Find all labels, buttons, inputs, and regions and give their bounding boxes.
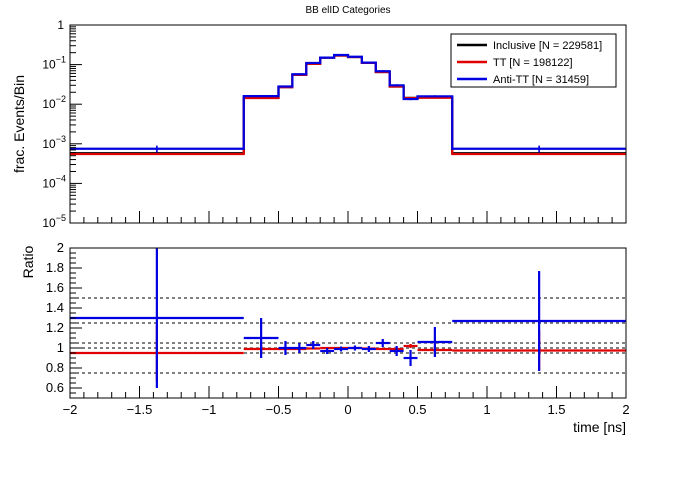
ratio-x-tick-label: 2 bbox=[622, 402, 629, 417]
ratio-x-tick-label: 1.5 bbox=[547, 402, 565, 417]
ratio-x-tick-label: 0.5 bbox=[408, 402, 426, 417]
ratio-x-axis-label: time [ns] bbox=[573, 419, 626, 435]
top-y-tick-label: 1 bbox=[57, 18, 64, 32]
ratio-x-tick-label: −2 bbox=[63, 402, 78, 417]
chart-title: BB elID Categories bbox=[305, 5, 390, 16]
top-histogram-marks bbox=[70, 53, 626, 156]
ratio-y-tick-label: 2 bbox=[57, 240, 64, 255]
legend-label-inclusive: Inclusive [N = 229581] bbox=[493, 40, 602, 52]
ratio-y-tick-label: 1.2 bbox=[46, 320, 64, 335]
ratio-y-tick-label: 1.8 bbox=[46, 260, 64, 275]
ratio-reference-lines bbox=[70, 297, 626, 374]
top-y-tick-label: 10−3 bbox=[42, 134, 66, 151]
ratio-y-tick-label: 0.8 bbox=[46, 360, 64, 375]
top-y-tick-label: 10−4 bbox=[42, 173, 66, 190]
top-y-tick-label: 10−2 bbox=[42, 94, 66, 111]
top-y-axis-label: frac. Events/Bin bbox=[11, 75, 27, 173]
legend-label-antitt: Anti-TT [N = 31459] bbox=[493, 74, 589, 86]
ratio-axes: 0.6 0.8 1 1.2 1.4 1.6 1.8 2 −2 −1.5 −1 −0.5 0 0.5 1 1.5… bbox=[46, 240, 630, 417]
ratio-x-tick-label: −1.5 bbox=[127, 402, 153, 417]
ratio-x-tick-label: 0 bbox=[344, 402, 351, 417]
ratio-x-tick-label: 1 bbox=[483, 402, 490, 417]
legend: Inclusive [N = 229581] TT [N = 198122] A… bbox=[450, 33, 617, 88]
ratio-panel: 0.6 0.8 1 1.2 1.4 1.6 1.8 2 −2 −1.5 −1 −0.5 0 0.5 1 1.5… bbox=[20, 240, 630, 435]
top-panel: 1 10−1 10−2 10−3 10−4 10−5 frac. Events/Bin bbox=[11, 18, 627, 230]
ratio-y-axis-label: Ratio bbox=[20, 245, 36, 278]
ratio-marks bbox=[70, 248, 626, 388]
ratio-x-tick-label: −0.5 bbox=[266, 402, 292, 417]
ratio-y-tick-label: 1.6 bbox=[46, 280, 64, 295]
ratio-y-tick-label: 1.4 bbox=[46, 300, 64, 315]
ratio-y-tick-label: 1 bbox=[57, 340, 64, 355]
top-y-tick-label: 10−5 bbox=[42, 213, 66, 230]
ratio-y-tick-label: 0.6 bbox=[46, 380, 64, 395]
top-y-tick-label: 10−1 bbox=[42, 55, 66, 72]
ratio-x-tick-label: −1 bbox=[202, 402, 217, 417]
legend-label-tt: TT [N = 198122] bbox=[493, 57, 573, 69]
top-axes: 1 10−1 10−2 10−3 10−4 10−5 bbox=[42, 18, 627, 230]
